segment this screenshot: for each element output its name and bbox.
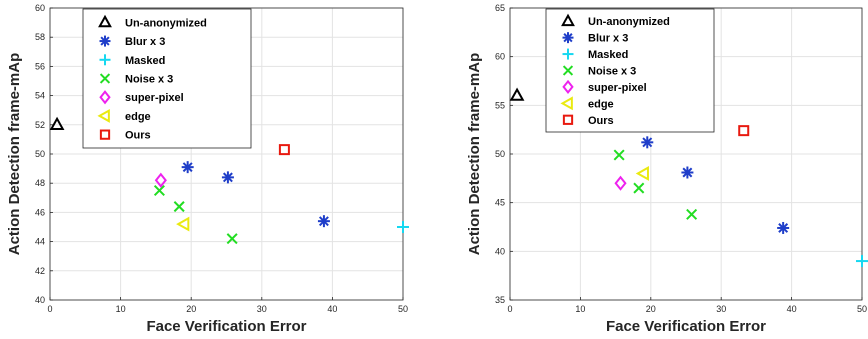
legend-marker xyxy=(562,32,574,44)
legend-label: Masked xyxy=(125,55,165,67)
legend-marker xyxy=(562,48,574,60)
data-point xyxy=(181,161,194,174)
y-axis-label: Action Detection frame-mAp xyxy=(466,53,483,256)
data-point xyxy=(278,144,290,156)
x-tick-label: 20 xyxy=(646,304,656,314)
legend-label: Ours xyxy=(125,130,151,142)
x-tick-label: 40 xyxy=(327,304,337,314)
legend-label: edge xyxy=(125,111,151,123)
data-point xyxy=(153,184,165,197)
y-tick-label: 58 xyxy=(35,32,45,42)
data-point xyxy=(633,182,645,194)
legend-label: Blur x 3 xyxy=(125,36,165,48)
y-tick-label: 46 xyxy=(35,207,45,217)
data-point xyxy=(686,208,698,220)
legend-marker xyxy=(562,79,574,95)
y-tick-label: 40 xyxy=(35,295,45,305)
x-tick-label: 50 xyxy=(398,304,408,314)
legend-label: Un-anonymized xyxy=(588,16,670,28)
legend-marker xyxy=(560,96,573,111)
data-point xyxy=(317,215,330,228)
x-tick-label: 40 xyxy=(787,304,797,314)
legend-marker xyxy=(97,108,110,123)
data-point xyxy=(49,116,65,130)
y-tick-label: 44 xyxy=(35,237,45,247)
x-tick-label: 30 xyxy=(716,304,726,314)
data-point xyxy=(221,171,234,184)
data-point xyxy=(856,255,868,268)
legend-marker xyxy=(99,90,111,105)
y-tick-label: 55 xyxy=(495,100,505,110)
data-point xyxy=(509,87,525,101)
legend-box xyxy=(82,8,252,149)
y-tick-label: 48 xyxy=(35,178,45,188)
data-point xyxy=(154,172,167,188)
y-tick-label: 50 xyxy=(495,149,505,159)
y-tick-label: 52 xyxy=(35,120,45,130)
chart-panel-2: 0 10 20 30 40 50 35 40 45 50 55 60 65 Face Verificati… xyxy=(466,3,868,335)
legend-label: Un-anonymized xyxy=(125,17,207,29)
y-tick-label: 60 xyxy=(495,52,505,62)
y-tick-label: 56 xyxy=(35,61,45,71)
data-point xyxy=(173,201,185,213)
y-tick-label: 45 xyxy=(495,198,505,208)
x-tick-label: 10 xyxy=(575,304,585,314)
legend: Un-anonymized Blur x 3 Masked Noise x 3 supe… xyxy=(545,8,715,133)
data-point xyxy=(613,149,625,161)
y-tick-label: 54 xyxy=(35,91,45,101)
legend-marker xyxy=(99,35,111,47)
x-tick-label: 50 xyxy=(857,304,867,314)
legend-marker xyxy=(98,14,112,28)
legend-marker xyxy=(99,129,111,140)
data-point xyxy=(738,125,750,137)
y-tick-label: 42 xyxy=(35,266,45,276)
legend-label: Noise x 3 xyxy=(125,74,173,86)
legend-marker xyxy=(99,73,111,84)
legend-box xyxy=(545,8,715,133)
data-point xyxy=(777,221,790,234)
legend-label: edge xyxy=(588,98,614,110)
legend-label: super-pixel xyxy=(125,92,184,104)
chart-panel-1: 0 10 20 30 40 50 40 42 44 46 48 50 52 54 56 58 60 Face Ve… xyxy=(6,3,409,335)
legend-label: Noise x 3 xyxy=(588,66,636,78)
y-axis-label: Action Detection frame-mAp xyxy=(6,53,23,256)
data-point xyxy=(614,175,627,191)
legend-label: Masked xyxy=(588,49,628,61)
legend-marker xyxy=(562,114,574,125)
y-tick-label: 65 xyxy=(495,3,505,13)
data-point xyxy=(176,216,190,232)
x-tick-label: 0 xyxy=(507,304,512,314)
data-point xyxy=(641,136,654,149)
legend-marker xyxy=(562,65,574,76)
data-point xyxy=(397,221,409,233)
data-point xyxy=(226,233,238,245)
x-tick-label: 10 xyxy=(116,304,126,314)
y-tick-label: 40 xyxy=(495,246,505,256)
legend-marker xyxy=(99,54,111,66)
y-tick-label: 50 xyxy=(35,149,45,159)
y-tick-label: 35 xyxy=(495,295,505,305)
data-point xyxy=(635,166,649,181)
x-axis-label: Face Verification Error xyxy=(606,318,766,335)
x-tick-label: 20 xyxy=(186,304,196,314)
legend: Un-anonymized Blur x 3 Masked Noise x 3 supe… xyxy=(82,8,252,149)
legend-marker xyxy=(561,13,575,27)
x-tick-label: 0 xyxy=(47,304,52,314)
x-tick-label: 30 xyxy=(257,304,267,314)
x-axis-label: Face Verification Error xyxy=(146,318,306,335)
data-point xyxy=(681,166,694,179)
legend-label: Blur x 3 xyxy=(588,33,628,45)
legend-label: super-pixel xyxy=(588,82,647,94)
y-tick-label: 60 xyxy=(35,3,45,13)
legend-label: Ours xyxy=(588,115,614,127)
